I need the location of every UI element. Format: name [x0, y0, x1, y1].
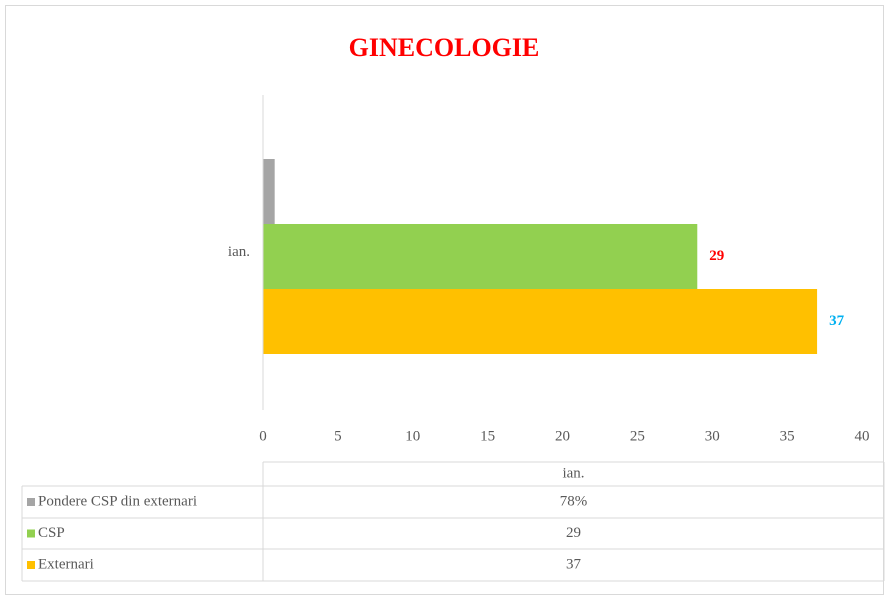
data-label: 37: [829, 313, 845, 329]
bar: [263, 289, 818, 354]
x-tick-label: 15: [480, 428, 495, 444]
legend-label: Pondere CSP din externari: [38, 493, 197, 509]
table-cell: 29: [566, 525, 581, 541]
x-tick-label: 20: [555, 428, 570, 444]
legend-label: CSP: [38, 525, 65, 541]
table-header: ian.: [562, 465, 584, 481]
bar: [263, 224, 698, 289]
bar: [263, 159, 275, 224]
table-cell: 78%: [560, 493, 588, 509]
x-tick-label: 40: [855, 428, 870, 444]
legend-key: [27, 498, 35, 506]
x-tick-label: 5: [334, 428, 342, 444]
legend-key: [27, 561, 35, 569]
legend-key: [27, 529, 35, 538]
chart-title: GINECOLOGIE: [349, 33, 540, 62]
table-cell: 37: [566, 556, 582, 572]
x-tick-label: 0: [259, 428, 267, 444]
x-tick-label: 30: [705, 428, 720, 444]
data-label: 29: [709, 248, 724, 264]
x-tick-label: 35: [780, 428, 795, 444]
x-tick-label: 25: [630, 428, 645, 444]
y-tick-label: ian.: [228, 244, 250, 260]
legend-label: Externari: [38, 556, 94, 572]
x-tick-label: 10: [405, 428, 420, 444]
